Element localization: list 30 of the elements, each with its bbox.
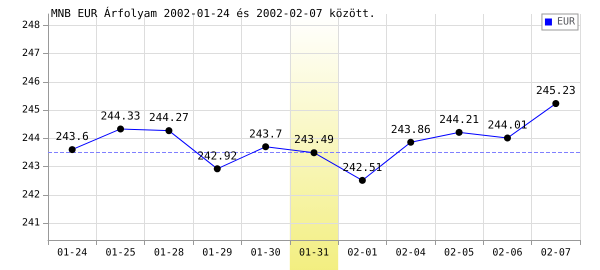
x-tick-label: 01-28 bbox=[154, 248, 184, 258]
chart-title: MNB EUR Árfolyam 2002-01-24 és 2002-02-07 között. bbox=[51, 6, 376, 20]
y-tick-label: 241 bbox=[22, 218, 40, 229]
data-label: 245.23 bbox=[536, 84, 576, 98]
x-tick-label: 02-06 bbox=[492, 248, 523, 258]
data-label: 243.49 bbox=[294, 133, 334, 146]
y-tick-label: 246 bbox=[22, 76, 40, 88]
x-tick-label: 02-04 bbox=[396, 248, 426, 258]
y-tick-label: 247 bbox=[22, 48, 40, 60]
x-tick-label: 01-25 bbox=[105, 248, 136, 258]
x-tick-label: 02-07 bbox=[540, 248, 571, 258]
data-label: 244.01 bbox=[488, 118, 528, 132]
legend-label: EUR bbox=[556, 16, 576, 28]
data-label: 244.33 bbox=[100, 109, 140, 122]
y-tick-label: 244 bbox=[22, 132, 40, 144]
x-tick-label: 02-05 bbox=[444, 248, 474, 258]
x-tick-label: 01-24 bbox=[57, 248, 88, 258]
y-tick-label: 248 bbox=[22, 20, 40, 31]
x-tick-label: 01-31 bbox=[298, 248, 330, 258]
data-label: 244.21 bbox=[439, 112, 479, 126]
x-tick-label: 02-01 bbox=[347, 248, 378, 258]
y-tick-label: 245 bbox=[22, 104, 40, 116]
y-tick-label: 243 bbox=[22, 161, 40, 172]
data-label: 243.7 bbox=[249, 127, 282, 140]
x-tick-label: 01-29 bbox=[202, 248, 232, 258]
data-label: 244.27 bbox=[149, 111, 189, 124]
data-label: 243.6 bbox=[56, 130, 89, 144]
x-tick-label: 01-30 bbox=[250, 248, 281, 258]
data-label: 243.86 bbox=[390, 122, 431, 136]
y-tick-label: 242 bbox=[22, 189, 40, 200]
